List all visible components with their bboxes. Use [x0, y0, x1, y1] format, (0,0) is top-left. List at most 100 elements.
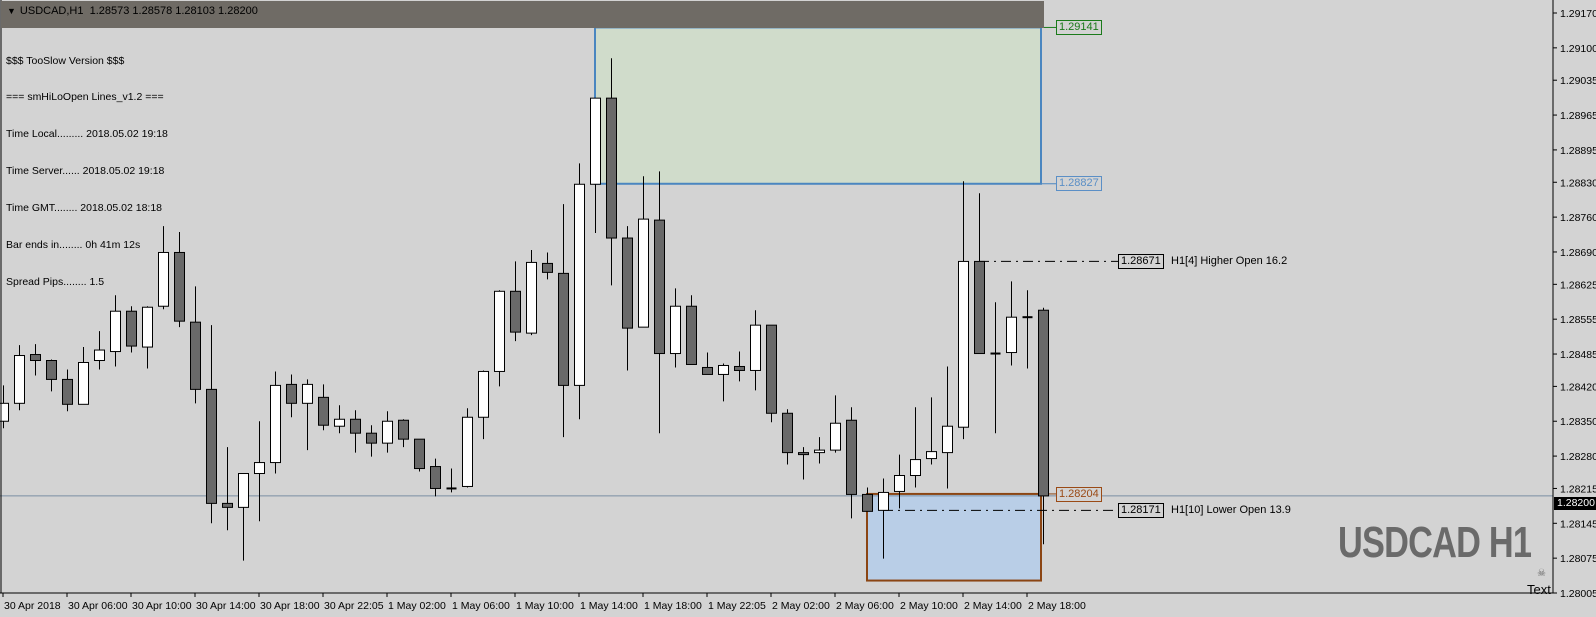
bull-candle [238, 473, 249, 508]
bull-candle [878, 491, 889, 511]
level-lines [0, 260, 1553, 511]
y-tick-label: 1.28280 [1560, 451, 1596, 463]
bull-candle [926, 451, 937, 460]
info-line: Bar ends in........ 0h 41m 12s [6, 239, 141, 252]
x-tick-label: 2 May 06:00 [836, 600, 894, 612]
bull-candle [334, 418, 345, 427]
bear-candle [414, 438, 425, 470]
bull-candle [718, 364, 729, 375]
bear-candle [222, 502, 233, 508]
y-tick-label: 1.28350 [1560, 416, 1596, 428]
bull-candle [814, 449, 825, 454]
y-tick-label: 1.29170 [1560, 8, 1596, 20]
bear-candle [286, 383, 297, 404]
bear-candle [126, 310, 137, 347]
y-tick-label: 1.28075 [1560, 553, 1596, 565]
y-tick-label: 1.28625 [1560, 279, 1596, 291]
current-price-label: 1.28200 [1554, 497, 1596, 510]
bear-candle [430, 466, 441, 489]
bear-candle [510, 290, 521, 333]
bull-candle [478, 370, 489, 418]
info-line: Time Server...... 2018.05.02 19:18 [6, 165, 165, 178]
x-tick-label: 30 Apr 22:05 [324, 600, 384, 612]
range-high-label: 1.29141 [1056, 20, 1102, 35]
y-tick-label: 1.28895 [1560, 145, 1596, 157]
bear-candle [558, 272, 569, 386]
bull-candle [958, 260, 969, 428]
x-tick-label: 2 May 10:00 [900, 600, 958, 612]
x-tick-label: 1 May 10:00 [516, 600, 574, 612]
bull-candle [462, 416, 473, 487]
bull-candle [910, 459, 921, 477]
x-tick-label: 1 May 02:00 [388, 600, 446, 612]
bull-candle [638, 218, 649, 328]
y-tick-label: 1.28690 [1560, 247, 1596, 259]
info-line: Time Local......... 2018.05.02 19:18 [6, 128, 168, 141]
bear-candle [174, 251, 185, 322]
bear-candle [366, 432, 377, 444]
triangle-down-icon[interactable]: ▼ [7, 6, 16, 16]
x-tick-label: 1 May 18:00 [644, 600, 702, 612]
y-tick-label: 1.29100 [1560, 43, 1596, 55]
y-tick-label: 1.28485 [1560, 349, 1596, 361]
bull-candle [526, 261, 537, 334]
bear-candle [622, 237, 633, 329]
bull-candle [14, 355, 25, 404]
bear-candle [974, 260, 985, 355]
bull-candle [830, 422, 841, 451]
info-panel: $$$ TooSlow Version $$$ === smHiLoOpen L… [6, 30, 168, 301]
bear-candle [782, 412, 793, 454]
bear-candle [862, 493, 873, 512]
higher-open-price-label: 1.28671 [1118, 254, 1164, 269]
x-tick-label: 2 May 18:00 [1028, 600, 1086, 612]
bull-candle [158, 251, 169, 307]
skull-icon: ☠ [1537, 568, 1546, 579]
x-tick-label: 30 Apr 2018 [4, 600, 61, 612]
text-object[interactable]: Text [1527, 582, 1551, 597]
bear-candle [318, 396, 329, 426]
bear-candle [62, 378, 73, 405]
bear-candle [30, 354, 41, 362]
bull-candle [574, 183, 585, 386]
bull-candle [110, 310, 121, 353]
x-tick-label: 2 May 14:00 [964, 600, 1022, 612]
bull-candle [942, 425, 953, 454]
x-tick-label: 2 May 02:00 [772, 600, 830, 612]
x-tick-label: 1 May 14:00 [580, 600, 638, 612]
bull-candle [78, 361, 89, 405]
lower-range-box [866, 492, 1042, 582]
y-tick-label: 1.28145 [1560, 518, 1596, 530]
bull-candle [94, 349, 105, 362]
bear-candle [766, 324, 777, 414]
info-line: === smHiLoOpen Lines_v1.2 === [6, 91, 164, 104]
bear-candle [542, 262, 553, 273]
x-tick-label: 30 Apr 06:00 [68, 600, 128, 612]
bull-candle [894, 475, 905, 492]
symbol-watermark: USDCAD H1 [1338, 518, 1532, 567]
info-line: $$$ TooSlow Version $$$ [6, 54, 125, 67]
bull-candle [254, 462, 265, 475]
bear-candle [350, 418, 361, 434]
lower-open-text: H1[10] Lower Open 13.9 [1171, 504, 1291, 516]
bull-candle [1006, 316, 1017, 354]
range-low-label: 1.28204 [1056, 487, 1102, 502]
y-tick-label: 1.28215 [1560, 483, 1596, 495]
y-tick-label: 1.28965 [1560, 110, 1596, 122]
bear-candle [686, 305, 697, 365]
x-tick-label: 1 May 22:05 [708, 600, 766, 612]
bear-candle [702, 366, 713, 375]
y-tick-label: 1.28555 [1560, 314, 1596, 326]
info-line: Time GMT........ 2018.05.02 18:18 [6, 202, 163, 215]
y-tick-label: 1.29035 [1560, 75, 1596, 87]
bear-candle [398, 419, 409, 440]
bull-candle [750, 324, 761, 371]
bear-candle [1038, 309, 1049, 497]
y-tick-label: 1.28830 [1560, 177, 1596, 189]
bear-candle [734, 365, 745, 371]
chart-title-text: USDCAD,H1 1.28573 1.28578 1.28103 1.2820… [19, 5, 258, 17]
chart-title[interactable]: ▼ USDCAD,H1 1.28573 1.28578 1.28103 1.282… [7, 5, 258, 17]
bear-candle [798, 452, 809, 456]
y-tick-label: 1.28005 [1560, 588, 1596, 600]
bull-candle [382, 420, 393, 444]
